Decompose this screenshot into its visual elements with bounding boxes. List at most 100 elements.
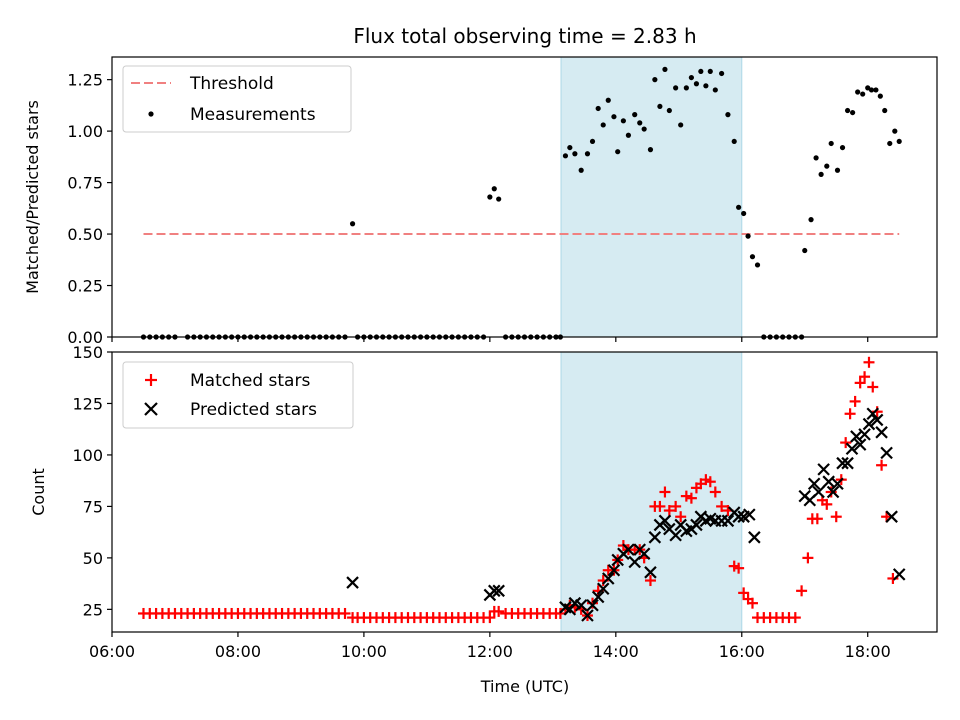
bottom-legend: Matched stars Predicted stars — [122, 361, 354, 429]
measurement-point — [666, 107, 672, 114]
matched-star-point — [685, 492, 697, 504]
matched-star-point — [867, 381, 879, 393]
y-tick-label: 75 — [83, 497, 103, 516]
bottom-y-axis-label: Count — [29, 468, 48, 516]
predicted-star-point — [858, 428, 871, 441]
bottom-legend-box — [122, 361, 354, 429]
measurement-point — [719, 70, 725, 77]
matched-star-point — [849, 395, 861, 407]
x-tick-label: 14:00 — [593, 642, 639, 661]
x-tick-label: 12:00 — [467, 642, 513, 661]
measurement-point — [584, 151, 591, 157]
matched-star-point — [484, 612, 496, 624]
top-y-axis-label: Matched/Predicted stars — [23, 100, 42, 294]
matched-star-point — [654, 500, 666, 512]
y-tick-label: 0.50 — [67, 225, 103, 244]
top-shaded-span — [560, 56, 743, 338]
predicted-star-point — [845, 442, 859, 456]
matched-star-point — [339, 607, 351, 619]
measurement-point — [605, 97, 611, 103]
predicted-star-point — [743, 508, 756, 521]
matched-star-point — [859, 371, 871, 383]
predicted-star-point — [601, 572, 615, 585]
predicted-star-point — [637, 547, 651, 561]
matched-star-point — [863, 356, 875, 368]
predicted-star-points — [346, 407, 906, 622]
predicted-star-point — [732, 510, 745, 523]
y-tick-label: 25 — [83, 600, 103, 619]
predicted-star-point — [492, 584, 505, 598]
predicted-star-point — [346, 576, 359, 589]
measurement-point — [562, 153, 569, 159]
predicted-star-point — [880, 446, 893, 460]
measurement-point — [860, 91, 866, 97]
measurement-point — [641, 126, 647, 132]
legend-matched-label: Matched stars — [190, 371, 310, 391]
measurement-point — [802, 247, 808, 254]
measurement-point — [657, 103, 663, 110]
measurement-point — [693, 81, 700, 87]
predicted-star-point — [866, 407, 880, 421]
top-plot-frame — [111, 56, 938, 338]
x-tick-label: 16:00 — [719, 642, 765, 661]
y-tick-label: 0.00 — [67, 328, 103, 347]
predicted-star-point — [596, 582, 610, 596]
predicted-star-point — [721, 514, 735, 528]
predicted-star-point — [841, 456, 854, 470]
matched-star-point — [796, 585, 808, 597]
bottom-x-axis-label: Time (UTC) — [480, 677, 569, 696]
measurement-point — [600, 122, 606, 128]
measurement-point — [567, 144, 573, 151]
measurement-point — [877, 93, 883, 99]
measurement-point — [868, 87, 875, 93]
measurement-point — [731, 138, 737, 145]
measurement-point — [824, 163, 830, 169]
measurement-point — [839, 144, 846, 151]
measurement-point — [896, 138, 902, 145]
y-tick-label: 100 — [72, 446, 103, 465]
measurement-point — [578, 167, 584, 173]
legend-measurements-label: Measurements — [190, 105, 316, 125]
x-tick-label: 18:00 — [845, 642, 891, 661]
predicted-star-point — [591, 590, 605, 604]
matched-star-point — [825, 486, 837, 498]
matched-star-point — [704, 476, 716, 488]
predicted-star-point — [831, 477, 844, 491]
measurement-point — [615, 149, 621, 155]
matched-star-point — [675, 511, 687, 523]
measurement-point — [882, 107, 888, 114]
predicted-star-point — [487, 584, 501, 598]
predicted-star-point — [690, 518, 703, 532]
predicted-star-point — [862, 417, 876, 431]
measurement-point — [887, 140, 893, 147]
measurement-point — [637, 120, 643, 126]
measurement-point — [496, 196, 502, 202]
predicted-star-point — [607, 563, 621, 577]
measurement-point — [673, 85, 679, 91]
bottom-x-ticks: 06:00 08:00 10:00 12:00 14:00 16:00 18:00 — [89, 632, 891, 661]
y-tick-label: 125 — [72, 394, 103, 413]
matched-star-point — [680, 490, 692, 502]
predicted-star-point — [836, 456, 849, 470]
y-tick-label: 1.25 — [67, 71, 103, 90]
matched-star-point — [844, 408, 856, 420]
matched-star-point — [709, 486, 721, 498]
matched-star-point — [587, 597, 599, 609]
y-tick-label: 1.00 — [67, 122, 103, 141]
predicted-star-point — [817, 463, 830, 476]
matched-star-point — [738, 587, 750, 599]
matched-star-point — [876, 459, 888, 471]
predicted-star-point — [586, 598, 599, 612]
measurement-point — [741, 210, 747, 217]
matched-star-point — [644, 575, 656, 587]
y-tick-label: 50 — [83, 549, 103, 568]
measurement-point — [662, 66, 668, 72]
predicted-star-point — [648, 531, 662, 544]
measurement-point — [595, 105, 601, 112]
measurement-point — [678, 122, 684, 128]
measurement-point — [683, 85, 689, 91]
measurement-point — [855, 89, 861, 95]
matched-star-point — [887, 572, 899, 584]
measurement-point — [818, 171, 824, 177]
measurement-point — [647, 147, 654, 153]
